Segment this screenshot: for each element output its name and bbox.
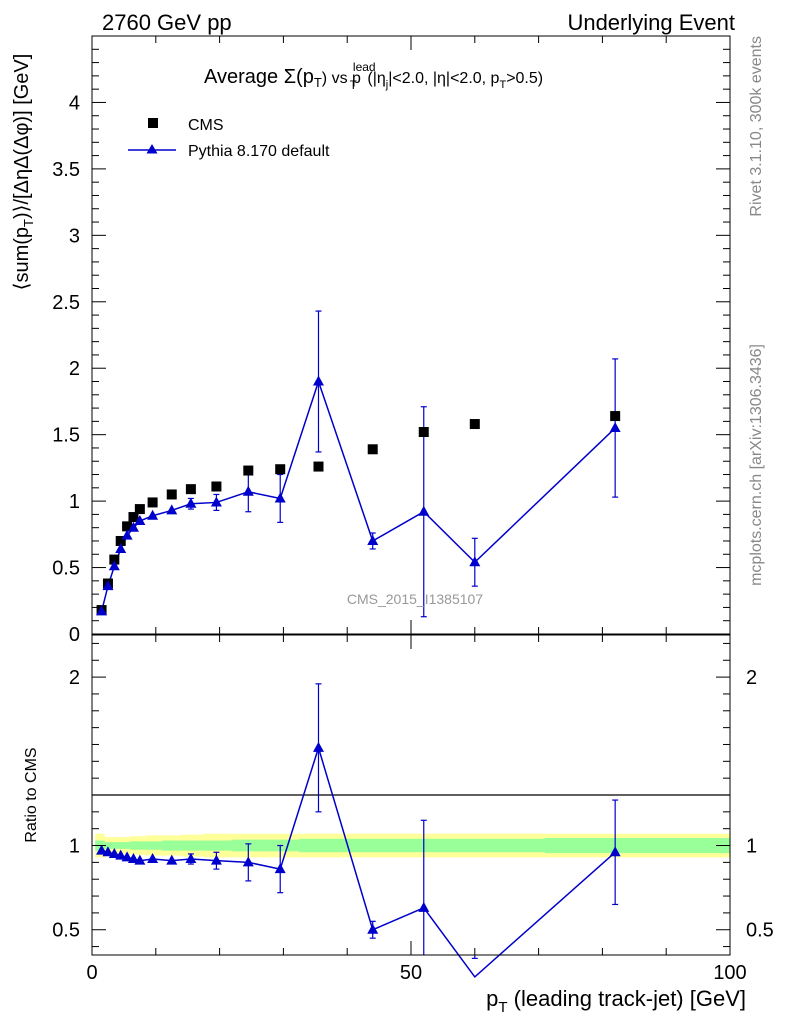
ratio-line: [101, 745, 616, 979]
main-y-ticks: 0 0.5 1 1.5 2 2.5 3 3.5 4: [52, 48, 730, 646]
header-right: Underlying Event: [567, 10, 735, 35]
ratio-point: [609, 846, 621, 857]
pythia-error-bars: [187, 310, 619, 618]
rivet-label: Rivet 3.1.10, 300k events: [748, 36, 765, 217]
pythia-point: [210, 496, 222, 507]
ratio-point: [127, 853, 139, 863]
ratio-point: [418, 901, 430, 912]
pythia-point: [121, 529, 133, 540]
ratio-point: [274, 863, 286, 874]
pythia-point: [147, 509, 159, 520]
ratio-y-label: Ratio to CMS: [23, 747, 40, 842]
cms-point: [185, 484, 196, 495]
pythia-point: [185, 497, 197, 508]
ratio-point: [96, 844, 108, 855]
watermark: CMS_2015_I1385107: [347, 591, 483, 607]
main-y-label: ⟨sum(pT)⟩/[ΔηΔ(Δφ)] [GeV]: [11, 54, 36, 291]
pythia-point: [134, 515, 146, 526]
ratio-point: [210, 854, 222, 865]
ratio-x-ticks: 0 50 100: [86, 635, 747, 984]
main-y-tick-label: 3: [69, 225, 80, 247]
cms-point: [418, 427, 429, 438]
cms-point: [147, 497, 158, 508]
legend-pythia-label: Pythia 8.170 default: [188, 143, 330, 160]
main-x-ticks: [91, 36, 731, 634]
ratio-point: [185, 853, 197, 863]
x-tick-label: 0: [86, 962, 97, 984]
ratio-y-tick-label: 0.5: [52, 920, 80, 942]
cms-point: [122, 521, 133, 532]
header-left: 2760 GeV pp: [102, 10, 232, 35]
ratio-point: [242, 856, 254, 867]
ratio-bands: [95, 833, 730, 858]
cms-point: [275, 464, 286, 475]
main-y-tick-label: 4: [69, 92, 80, 114]
cms-point: [469, 419, 480, 430]
ratio-y-ticks: 0.5 0.5 1 1 2 2: [52, 642, 774, 948]
ratio-y-tick-label: 1: [69, 836, 80, 858]
main-y-tick-label: 0.5: [52, 558, 80, 580]
ratio-y-tick-label-right: 1: [746, 836, 757, 858]
legend-cms-marker: [148, 118, 158, 128]
ratio-point: [115, 849, 127, 860]
x-tick-label: 50: [400, 962, 422, 984]
ratio-point: [166, 854, 178, 865]
mcplots-label: mcplots.cern.ch [arXiv:1306.3436]: [748, 344, 765, 586]
ratio-y-tick-label-right: 0.5: [746, 920, 774, 942]
x-tick-label: 100: [713, 962, 746, 984]
cms-point: [166, 489, 177, 500]
cms-point: [313, 461, 324, 472]
cms-point: [367, 444, 378, 455]
ratio-inner-band: [95, 837, 730, 854]
pythia-point: [115, 542, 127, 553]
x-axis-label: pT (leading track-jet) [GeV]: [486, 986, 746, 1016]
cms-point: [211, 481, 222, 492]
main-panel: 0 0.5 1 1.5 2 2.5 3 3.5 4 Average Σ(pT) vs plead…: [11, 35, 731, 646]
pythia-point: [102, 580, 114, 591]
chart-title: Average Σ(pT) vs plead T (|ηj|<2.0, |η|<2…: [204, 60, 543, 92]
ratio-point: [147, 853, 159, 863]
cms-point: [128, 512, 139, 523]
pythia-line: [100, 379, 616, 612]
pythia-point: [312, 375, 324, 386]
legend-cms-label: CMS: [188, 117, 224, 134]
pythia-point: [418, 505, 430, 516]
pythia-point: [96, 605, 108, 616]
ratio-series-points: [96, 741, 621, 934]
pythia-point: [166, 504, 178, 515]
cms-point: [115, 535, 126, 546]
cms-point: [610, 411, 621, 422]
ratio-panel: 0.5 0.5 1 1 2 2 0 50 100 Ratio to CMS pT (leadi…: [23, 634, 774, 1016]
ratio-point: [108, 847, 120, 858]
pythia-point: [127, 521, 139, 532]
ratio-series-line: [101, 745, 616, 979]
pythia-point: [469, 556, 481, 567]
cms-point: [243, 465, 254, 476]
main-y-tick-label: 2: [69, 358, 80, 380]
ratio-point: [121, 851, 133, 862]
main-y-tick-label: 1.5: [52, 425, 80, 447]
main-y-tick-label: 2.5: [52, 292, 80, 314]
pythia-point: [242, 485, 254, 496]
ratio-y-tick-label-right: 2: [746, 667, 757, 689]
pythia-series-points: [96, 375, 621, 616]
cms-point: [134, 504, 145, 515]
main-y-tick-label: 3.5: [52, 159, 80, 181]
ratio-y-tick-label: 2: [69, 667, 80, 689]
legend-pythia-marker: [146, 144, 158, 154]
pythia-point: [367, 534, 379, 545]
ratio-point: [102, 846, 114, 857]
main-y-tick-label: 1: [69, 491, 80, 513]
ratio-point: [367, 923, 379, 934]
ratio-point: [312, 741, 324, 752]
pythia-series-line: [100, 379, 616, 612]
pythia-point: [274, 492, 286, 503]
main-y-tick-label: 0: [69, 624, 80, 646]
pythia-point: [108, 560, 120, 571]
ratio-point: [134, 854, 146, 865]
pythia-point: [609, 422, 621, 433]
cms-point: [109, 554, 120, 565]
